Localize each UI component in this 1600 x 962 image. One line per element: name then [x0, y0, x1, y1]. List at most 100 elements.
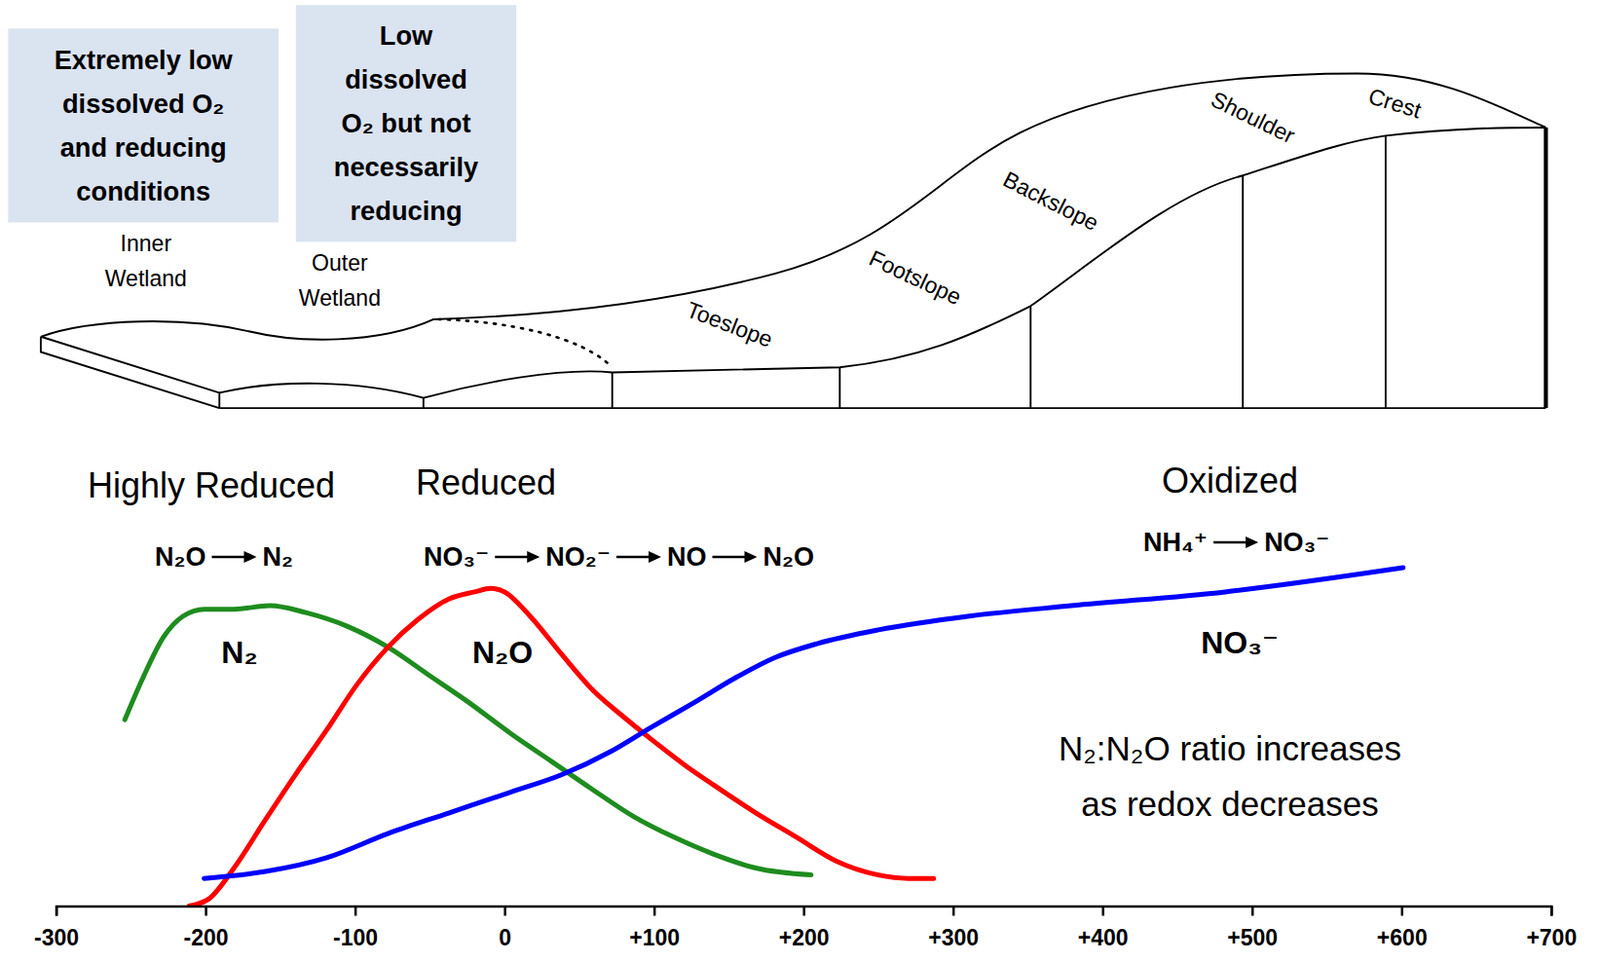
landscape-line [1241, 175, 1244, 409]
x-tick-label: 0 [498, 925, 512, 951]
series-line [204, 567, 1404, 879]
wetland-label: Wetland [298, 285, 381, 311]
zone-label: Reduced [415, 462, 557, 503]
wetland-label: Outer [311, 250, 369, 276]
series-line [188, 588, 934, 906]
x-tick-label: -300 [34, 925, 79, 951]
note: N₂:N₂O ratio increases [1058, 729, 1402, 768]
condition-box [296, 4, 517, 242]
condition-box [7, 28, 279, 223]
wetland-label: Wetland [105, 265, 187, 292]
x-tick: +100 [629, 906, 680, 951]
x-tick: +400 [1078, 906, 1129, 951]
box-text: dissolved [344, 64, 468, 95]
x-tick-mark [204, 906, 208, 917]
wetland-label: Inner [120, 230, 173, 257]
landscape-line [219, 407, 1546, 410]
x-tick-mark [55, 906, 59, 917]
note: as redox decreases [1080, 784, 1378, 823]
x-tick-label: +400 [1078, 925, 1129, 951]
x-tick-label: +600 [1376, 925, 1428, 951]
reaction-species: NO₃⁻ [1264, 527, 1330, 558]
reaction-species: NO [667, 542, 707, 572]
x-tick: +200 [779, 906, 830, 951]
landscape-line [1029, 305, 1032, 409]
x-tick: 0 [498, 906, 512, 951]
landscape-line [219, 127, 1546, 399]
x-tick-label: +300 [928, 925, 979, 951]
x-tick: -200 [184, 906, 229, 951]
landscape-line [40, 336, 220, 409]
x-tick: +600 [1376, 906, 1428, 951]
zone-label: Highly Reduced [87, 465, 335, 506]
wetland-boundary [439, 319, 613, 368]
x-tick-mark [653, 906, 657, 917]
reaction-species: NO₂⁻ [545, 542, 611, 572]
box-text: Low [379, 20, 434, 51]
reaction-arrow [712, 556, 748, 559]
x-axis-line [56, 906, 1552, 917]
x-tick-label: +100 [629, 925, 680, 951]
x-tick-mark [1251, 906, 1255, 917]
x-tick-mark [503, 906, 507, 917]
box-text: reducing [350, 195, 463, 226]
x-axis: -300 -200 -100 0 +100 +200 +300 +400 +500 +600 +70… [34, 906, 1577, 951]
reaction-arrow [1213, 541, 1249, 545]
box-text: dissolved O₂ [62, 88, 224, 119]
reaction-arrowhead [1245, 536, 1259, 549]
reaction-arrow [212, 556, 248, 559]
reaction-arrowhead [648, 551, 662, 563]
box-text: conditions [75, 176, 211, 207]
reaction-species: NH₄⁺ [1143, 527, 1208, 558]
x-tick-mark [1550, 906, 1554, 917]
series-label: N₂ [221, 634, 258, 670]
landscape-line [422, 398, 425, 409]
figure: Extremely low dissolved O₂ and reducing con… [0, 0, 1600, 962]
reaction-arrow [616, 556, 652, 559]
x-tick-mark [802, 906, 806, 917]
slope-label: Footslope [865, 245, 967, 310]
x-tick-mark [952, 906, 956, 917]
reaction: NH₄⁺ NO₃⁻ [1143, 527, 1330, 558]
x-tick: +700 [1525, 906, 1577, 951]
plot-area [124, 567, 1404, 906]
slope-label: Shoulder [1207, 86, 1301, 149]
x-tick: +500 [1227, 906, 1278, 951]
landscape-edge [1543, 127, 1548, 409]
x-tick-mark [1401, 906, 1405, 917]
reaction-arrowhead [744, 551, 758, 563]
x-tick-label: -200 [184, 925, 229, 951]
landscape-diagram: Extremely low dissolved O₂ and reducing con… [7, 4, 1546, 409]
reaction-species: NO₃⁻ [423, 542, 489, 572]
landscape-line [1384, 135, 1387, 409]
x-tick-label: -100 [333, 925, 378, 951]
reaction-arrowhead [526, 551, 540, 563]
landscape-line [40, 336, 220, 409]
series-label: NO₃⁻ [1200, 625, 1279, 661]
slope-label: Toeslope [682, 297, 776, 353]
landscape-line [611, 372, 614, 409]
reaction-arrowhead [244, 551, 258, 563]
reaction: N₂O N₂ [154, 542, 294, 572]
box-text: Extremely low [54, 44, 234, 75]
x-tick-label: +200 [779, 925, 830, 951]
x-tick: +300 [928, 906, 979, 951]
x-tick-label: +700 [1525, 925, 1577, 951]
slope-label: Crest [1365, 82, 1425, 123]
x-tick-mark [354, 906, 358, 917]
reaction-species: N₂ [262, 542, 295, 572]
slope-label: Backslope [999, 166, 1104, 236]
x-tick-label: +500 [1227, 925, 1278, 951]
x-tick: -100 [333, 906, 378, 951]
box-text: O₂ but not [340, 108, 471, 139]
series-line [124, 605, 812, 876]
box-text: and reducing [60, 132, 227, 163]
reaction-arrow [494, 556, 530, 559]
x-tick: -300 [34, 906, 79, 951]
box-text: necessarily [334, 151, 479, 183]
reaction-species: N₂O [763, 542, 816, 572]
reaction: NO₃⁻ NO₂⁻ NO N₂O [423, 542, 815, 572]
x-tick-mark [1101, 906, 1105, 917]
landscape-line [838, 367, 841, 409]
reaction-species: N₂O [154, 542, 207, 572]
